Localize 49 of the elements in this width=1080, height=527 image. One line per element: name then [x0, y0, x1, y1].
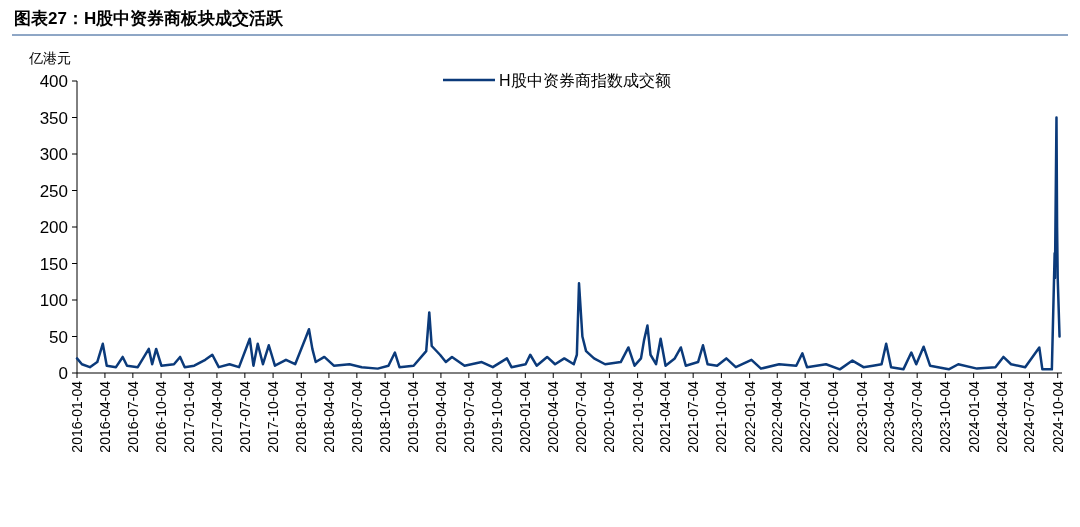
- legend-label: H股中资券商指数成交额: [499, 72, 671, 89]
- y-tick-label: 0: [58, 364, 68, 383]
- x-tick-label: 2016-01-04: [69, 380, 85, 453]
- x-tick-label: 2017-07-04: [236, 380, 253, 453]
- x-tick-label: 2016-04-04: [96, 380, 113, 453]
- x-tick-label: 2018-10-04: [377, 380, 394, 453]
- x-tick-label: 2023-04-04: [881, 380, 898, 453]
- x-tick-label: 2019-04-04: [432, 380, 449, 453]
- x-tick-label: 2017-10-04: [265, 380, 282, 453]
- x-tick-label: 2023-10-04: [937, 380, 954, 453]
- legend: H股中资券商指数成交额: [443, 72, 671, 89]
- x-tick-label: 2024-07-04: [1021, 380, 1038, 453]
- y-tick-label: 350: [39, 108, 68, 128]
- x-tick-label: 2023-07-04: [909, 380, 926, 453]
- y-axis-title: 亿港元: [28, 50, 71, 66]
- y-tick-label: 300: [39, 145, 68, 164]
- y-tick-label: 400: [39, 72, 68, 91]
- y-tick-label: 50: [49, 327, 68, 347]
- x-tick-label: 2024-01-04: [965, 380, 982, 453]
- x-tick-label: 2021-10-04: [713, 380, 730, 453]
- x-tick-label: 2022-10-04: [825, 380, 842, 453]
- x-tick-label: 2018-04-04: [320, 380, 337, 453]
- y-tick-label: 150: [39, 254, 68, 274]
- x-tick-label: 2024-10-04: [1049, 380, 1066, 453]
- x-tick-label: 2018-07-04: [348, 380, 365, 453]
- x-tick-label: 2019-07-04: [460, 380, 477, 453]
- chart-title: 图表27：H股中资券商板块成交活跃: [14, 9, 285, 28]
- x-tick-label: 2021-07-04: [685, 380, 702, 453]
- x-tick-label: 2022-07-04: [797, 380, 814, 453]
- y-tick-label: 250: [39, 181, 68, 201]
- y-tick-label: 100: [39, 291, 68, 310]
- x-tick-label: 2020-10-04: [601, 380, 618, 453]
- y-tick-label: 200: [39, 218, 68, 237]
- x-tick-label: 2018-01-04: [293, 380, 310, 453]
- x-tick-label: 2016-10-04: [153, 380, 170, 453]
- x-tick-label: 2024-04-04: [993, 380, 1010, 453]
- x-tick-label: 2020-07-04: [573, 380, 590, 453]
- x-tick-label: 2019-10-04: [489, 380, 506, 453]
- x-tick-label: 2022-01-04: [741, 380, 758, 453]
- x-tick-label: 2020-01-04: [517, 380, 534, 453]
- x-tick-label: 2023-01-04: [853, 380, 870, 453]
- x-tick-label: 2021-04-04: [657, 380, 674, 453]
- x-tick-label: 2017-04-04: [208, 380, 225, 453]
- x-tick-label: 2022-04-04: [769, 380, 786, 453]
- x-tick-label: 2017-01-04: [181, 380, 198, 453]
- x-tick-label: 2016-07-04: [124, 380, 141, 453]
- x-tick-label: 2020-04-04: [545, 380, 562, 453]
- x-tick-label: 2019-01-04: [405, 380, 422, 453]
- x-tick-label: 2021-01-04: [629, 380, 646, 453]
